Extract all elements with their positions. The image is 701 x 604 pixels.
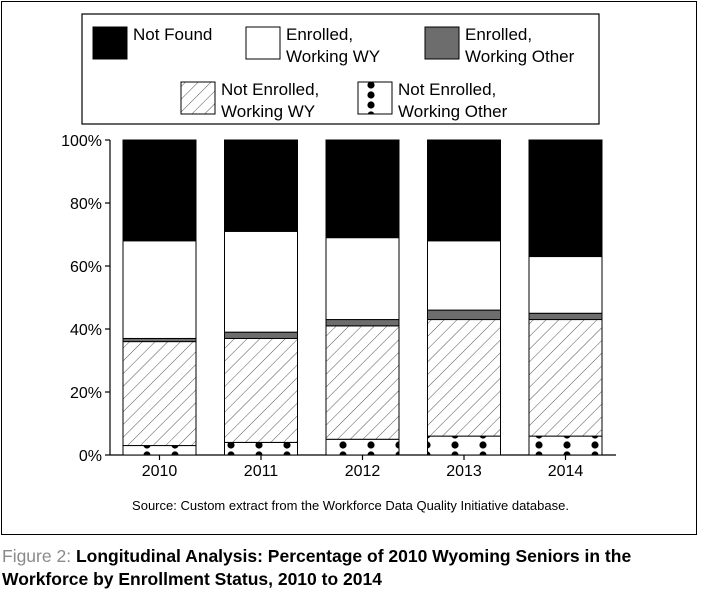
bar-not-enrolled-working-other-2013 <box>427 435 501 456</box>
bar-not-enrolled-working-wy-2010 <box>122 341 197 447</box>
legend-swatch-enrolled-working-wy <box>245 26 281 60</box>
bar-not-enrolled-working-wy-2011 <box>224 337 298 443</box>
legend-swatch-enrolled-working-other <box>424 26 460 60</box>
legend-label-enrolled-working-other: Enrolled, <box>465 25 532 44</box>
x-axis: 2010 2011 2012 2013 2014 <box>142 455 584 480</box>
legend-label-not-enrolled-working-wy: Not Enrolled, <box>221 80 319 99</box>
bar-not-enrolled-working-wy-2012 <box>325 325 400 440</box>
legend-swatch-not-enrolled-working-other <box>357 81 393 115</box>
bar-not-found-2012 <box>325 139 400 239</box>
x-tick-label: 2010 <box>142 463 178 480</box>
caption-lead: Figure 2: <box>2 546 76 566</box>
legend-label-enrolled-working-wy: Working WY <box>286 47 380 66</box>
x-tick-label: 2012 <box>345 463 381 480</box>
bar-enrolled-working-wy-2012 <box>325 237 400 321</box>
legend-box <box>81 13 600 125</box>
legend: Not Found Enrolled, Working WY Enrolled, Wor… <box>81 13 600 125</box>
bar-not-enrolled-working-other-2012 <box>325 438 400 456</box>
bar-not-enrolled-working-wy-2013 <box>427 319 501 437</box>
caption-title: Longitudinal Analysis: Percentage of 201… <box>2 546 632 589</box>
bar-enrolled-working-wy-2014 <box>528 256 603 314</box>
bar-not-enrolled-working-other-2014 <box>528 435 603 456</box>
stacked-bar-chart: Not Found Enrolled, Working WY Enrolled, Wor… <box>61 13 616 480</box>
bar-not-enrolled-working-wy-2014 <box>528 319 603 437</box>
y-tick-label: 80% <box>70 196 102 213</box>
legend-label-not-enrolled-working-other: Not Enrolled, <box>398 80 496 99</box>
figure-caption: Figure 2: Longitudinal Analysis: Percent… <box>2 545 700 591</box>
bar-enrolled-working-other-2014 <box>528 312 603 321</box>
source-note: Source: Custom extract from the Workforc… <box>132 498 569 513</box>
bar-not-found-2010 <box>122 139 197 242</box>
y-tick-label: 0% <box>79 448 102 465</box>
bar-enrolled-working-wy-2010 <box>122 240 197 339</box>
legend-label-not-enrolled-working-wy: Working WY <box>221 102 315 121</box>
bar-enrolled-working-other-2013 <box>427 309 501 321</box>
bar-enrolled-working-other-2012 <box>325 319 400 327</box>
bar-not-found-2014 <box>528 139 603 258</box>
bar-not-found-2013 <box>427 139 501 242</box>
figure-frame <box>1 1 697 535</box>
y-tick-label: 20% <box>70 385 102 402</box>
bars <box>122 139 603 456</box>
bar-enrolled-working-wy-2011 <box>224 230 298 333</box>
bar-not-found-2011 <box>224 139 298 232</box>
y-tick-label: 40% <box>70 322 102 339</box>
y-axis: 0% 20% 40% 60% 80% 100% <box>61 133 616 465</box>
legend-label-not-enrolled-working-other: Working Other <box>398 102 508 121</box>
bar-not-enrolled-working-other-2011 <box>224 441 298 456</box>
x-tick-label: 2011 <box>244 463 279 480</box>
y-tick-label: 100% <box>61 133 102 150</box>
y-tick-label: 60% <box>70 259 102 276</box>
legend-label-enrolled-working-wy: Enrolled, <box>286 25 353 44</box>
x-tick-label: 2014 <box>548 463 584 480</box>
bar-enrolled-working-wy-2013 <box>427 240 501 311</box>
legend-swatch-not-enrolled-working-wy <box>180 81 216 115</box>
legend-label-enrolled-working-other: Working Other <box>465 47 575 66</box>
x-tick-label: 2013 <box>446 463 482 480</box>
legend-label-not-found: Not Found <box>133 25 212 44</box>
bar-not-enrolled-working-other-2010 <box>122 445 197 456</box>
bar-enrolled-working-other-2011 <box>224 331 298 339</box>
legend-swatch-not-found <box>92 26 128 60</box>
